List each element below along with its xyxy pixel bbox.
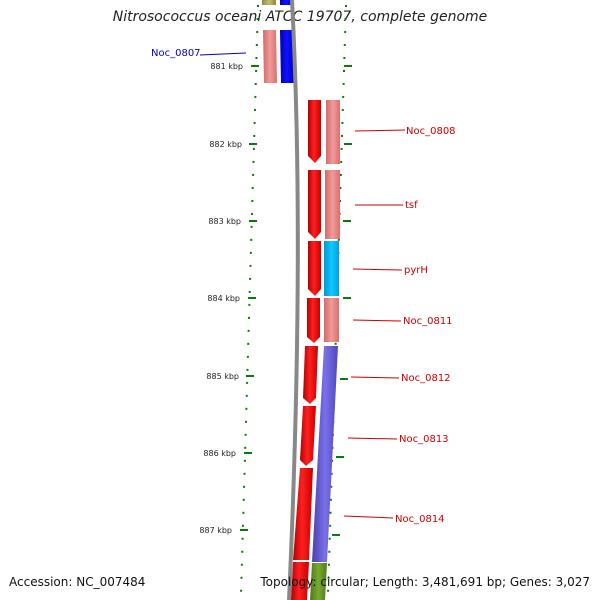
gene-noc-0814-cds[interactable] [293, 468, 313, 560]
leader-noc-0812 [350, 376, 400, 379]
accession-text: Accession: NC_007484 [9, 575, 146, 589]
gene-tsf-cds[interactable] [308, 170, 321, 239]
gene-noc-0812-0814-feature[interactable] [312, 346, 338, 562]
gene-label-pyrh[interactable]: pyrH [404, 265, 428, 276]
partial-feature-top-olive [262, 0, 276, 5]
gene-label-noc-0814[interactable]: Noc_0814 [395, 514, 445, 525]
scale-labels: 881 kbp 882 kbp 883 kbp 884 kbp 885 kbp … [199, 62, 243, 535]
partial-feature-bottom [310, 563, 327, 600]
inner-tick-track [240, 4, 259, 596]
label-leaders [199, 52, 406, 519]
gene-noc-0808-feature[interactable] [326, 100, 340, 164]
cds-arrows [291, 100, 321, 600]
outer-scale-ticks [332, 65, 352, 536]
gene-noc-0811-feature[interactable] [324, 298, 339, 342]
gene-noc-0811-cds[interactable] [307, 298, 320, 343]
leader-pyrh [352, 268, 403, 271]
gene-pyrh-cds[interactable] [308, 241, 321, 296]
scale-label: 887 kbp [199, 526, 232, 535]
leader-noc-0813 [347, 437, 398, 440]
leader-noc-0814 [343, 515, 394, 519]
gene-noc-0807-cds[interactable] [280, 30, 294, 83]
gene-noc-0807-feature[interactable] [263, 30, 277, 83]
gene-label-noc-0807[interactable]: Noc_0807 [151, 48, 201, 59]
gene-label-noc-0812[interactable]: Noc_0812 [401, 373, 451, 384]
gene-pyrh-feature[interactable] [324, 241, 339, 296]
gene-tsf-feature[interactable] [325, 170, 340, 239]
feature-blocks [310, 100, 340, 600]
gene-noc-0813-cds[interactable] [300, 406, 316, 466]
scale-label: 881 kbp [210, 62, 243, 71]
genome-backbone [287, 0, 300, 600]
scale-label: 885 kbp [206, 372, 239, 381]
scale-label: 886 kbp [203, 449, 236, 458]
partial-feature-top-blue [280, 0, 293, 5]
gene-label-tsf[interactable]: tsf [405, 200, 418, 211]
genome-summary-text: Topology: circular; Length: 3,481,691 bp… [260, 575, 590, 589]
leader-noc-0811 [352, 319, 402, 322]
gene-noc-0808-cds[interactable] [308, 100, 321, 163]
map-title: Nitrosococcus oceani ATCC 19707, complet… [112, 9, 488, 25]
gene-label-noc-0813[interactable]: Noc_0813 [399, 434, 449, 445]
gene-label-noc-0811[interactable]: Noc_0811 [403, 316, 453, 327]
scale-ticks [240, 65, 259, 531]
gene-noc-0812-cds[interactable] [303, 346, 318, 404]
leader-noc-0807 [199, 52, 247, 56]
scale-label: 882 kbp [209, 140, 242, 149]
partial-cds-bottom [291, 562, 309, 600]
scale-label: 883 kbp [208, 217, 241, 226]
gene-label-noc-0808[interactable]: Noc_0808 [406, 126, 456, 137]
scale-label: 884 kbp [207, 294, 240, 303]
leader-noc-0808 [354, 129, 406, 132]
